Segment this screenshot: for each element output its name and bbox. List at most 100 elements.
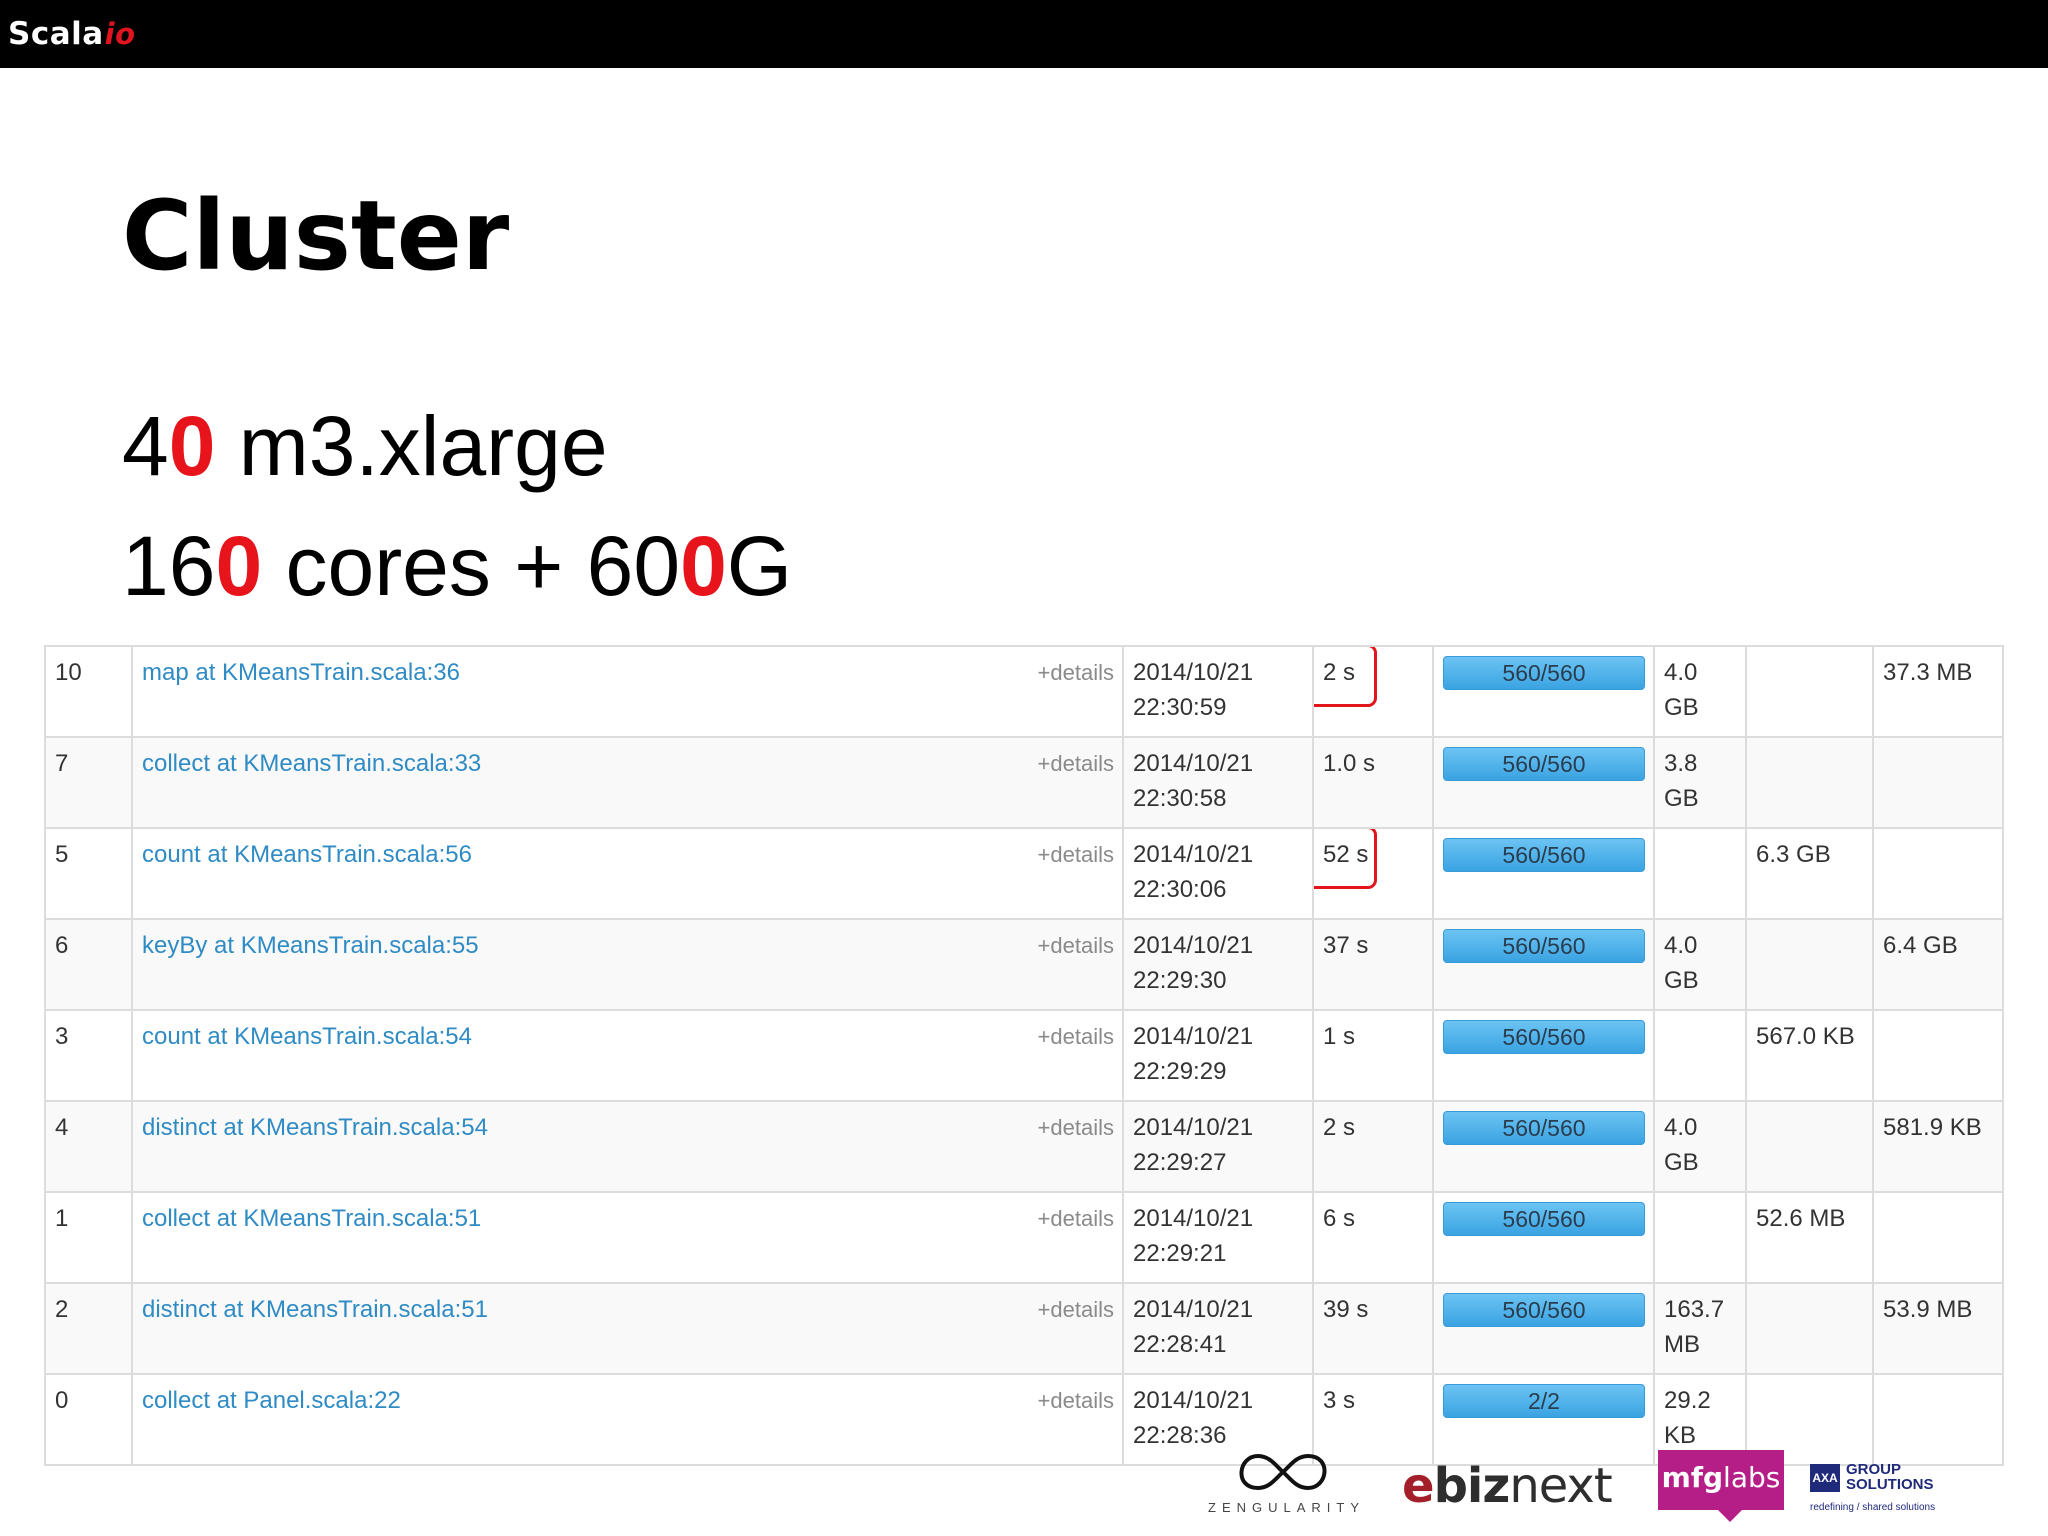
tasks-progress-bar: 560/560 bbox=[1443, 747, 1645, 781]
details-toggle[interactable]: +details bbox=[1037, 751, 1114, 776]
details-toggle[interactable]: +details bbox=[1037, 1024, 1114, 1049]
stage-description-cell: collect at Panel.scala:22 +details bbox=[131, 1373, 1124, 1466]
stage-description-cell: collect at KMeansTrain.scala:51 +details bbox=[131, 1191, 1124, 1284]
stage-description-link[interactable]: distinct at KMeansTrain.scala:51 bbox=[142, 1296, 488, 1323]
axa-group-solutions-logo: AXA GROUP SOLUTIONS redefining / shared … bbox=[1810, 1460, 1950, 1520]
duration-cell: 1 s bbox=[1312, 1009, 1434, 1102]
input-size bbox=[1653, 1009, 1747, 1102]
instances-line: 40 m3.xlarge bbox=[122, 398, 608, 494]
duration-cell: 52 s bbox=[1312, 827, 1434, 920]
slide-title: Cluster bbox=[122, 180, 510, 292]
instances-zero-red: 0 bbox=[168, 399, 216, 493]
tasks-cell: 560/560 bbox=[1432, 1009, 1655, 1102]
submitted-time: 22:29:30 bbox=[1133, 967, 1227, 994]
stage-id: 5 bbox=[44, 827, 133, 920]
stage-id: 6 bbox=[44, 918, 133, 1011]
shuffle-read bbox=[1745, 645, 1874, 738]
stage-description-link[interactable]: count at KMeansTrain.scala:54 bbox=[142, 1023, 472, 1050]
submitted-date: 2014/10/21 bbox=[1133, 1023, 1254, 1050]
tasks-cell: 560/560 bbox=[1432, 918, 1655, 1011]
table-row: 10 map at KMeansTrain.scala:36 +details 201… bbox=[44, 645, 2004, 738]
stage-description-link[interactable]: collect at Panel.scala:22 bbox=[142, 1387, 401, 1414]
tasks-progress-bar: 560/560 bbox=[1443, 1020, 1645, 1054]
duration-value: 2 s bbox=[1323, 1114, 1356, 1141]
details-toggle[interactable]: +details bbox=[1037, 1297, 1114, 1322]
shuffle-read bbox=[1745, 736, 1874, 829]
submitted-cell: 2014/10/21 22:30:06 bbox=[1122, 827, 1314, 920]
shuffle-write bbox=[1872, 736, 2004, 829]
tasks-cell: 560/560 bbox=[1432, 1282, 1655, 1375]
input-size bbox=[1653, 827, 1747, 920]
shuffle-read bbox=[1745, 1100, 1874, 1193]
shuffle-read bbox=[1745, 918, 1874, 1011]
ebiznext-logo: ebiznext bbox=[1402, 1458, 1613, 1514]
duration-cell: 1.0 s bbox=[1312, 736, 1434, 829]
tasks-progress-bar: 2/2 bbox=[1443, 1384, 1645, 1418]
shuffle-write bbox=[1872, 1373, 2004, 1466]
stage-description-link[interactable]: collect at KMeansTrain.scala:51 bbox=[142, 1205, 482, 1232]
instances-type: m3.xlarge bbox=[215, 399, 608, 493]
input-size: 3.8 GB bbox=[1653, 736, 1747, 829]
details-toggle[interactable]: +details bbox=[1037, 1115, 1114, 1140]
table-row: 5 count at KMeansTrain.scala:56 +details 20… bbox=[44, 827, 2004, 920]
shuffle-write: 6.4 GB bbox=[1872, 918, 2004, 1011]
duration-value: 6 s bbox=[1323, 1205, 1356, 1232]
details-toggle[interactable]: +details bbox=[1037, 660, 1114, 685]
details-toggle[interactable]: +details bbox=[1037, 1206, 1114, 1231]
stage-description-cell: distinct at KMeansTrain.scala:51 +details bbox=[131, 1282, 1124, 1375]
ebiznext-e: e bbox=[1402, 1458, 1435, 1514]
cores-zero-red: 0 bbox=[215, 519, 263, 613]
stage-description-link[interactable]: collect at KMeansTrain.scala:33 bbox=[142, 750, 482, 777]
stage-id: 7 bbox=[44, 736, 133, 829]
brand-text: Scala bbox=[8, 16, 104, 52]
table-row: 6 keyBy at KMeansTrain.scala:55 +details 20… bbox=[44, 918, 2004, 1011]
stage-description-link[interactable]: count at KMeansTrain.scala:56 bbox=[142, 841, 472, 868]
submitted-time: 22:29:27 bbox=[1133, 1149, 1227, 1176]
stage-description-link[interactable]: map at KMeansTrain.scala:36 bbox=[142, 659, 460, 686]
highlight-circle bbox=[1315, 648, 1377, 707]
stage-id: 2 bbox=[44, 1282, 133, 1375]
table-row: 1 collect at KMeansTrain.scala:51 +details… bbox=[44, 1191, 2004, 1284]
stage-id: 3 bbox=[44, 1009, 133, 1102]
sponsor-logos: ZENGULARITY ebiznext mfglabs AXA GROUP S… bbox=[1200, 1440, 1960, 1536]
stage-description-link[interactable]: keyBy at KMeansTrain.scala:55 bbox=[142, 932, 479, 959]
stage-description-cell: keyBy at KMeansTrain.scala:55 +details bbox=[131, 918, 1124, 1011]
submitted-time: 22:30:59 bbox=[1133, 694, 1227, 721]
cores-text: cores + 60 bbox=[262, 519, 681, 613]
shuffle-write: 581.9 KB bbox=[1872, 1100, 2004, 1193]
stage-id: 4 bbox=[44, 1100, 133, 1193]
zengularity-logo: ZENGULARITY bbox=[1208, 1448, 1359, 1528]
duration-cell: 6 s bbox=[1312, 1191, 1434, 1284]
tasks-progress-bar: 560/560 bbox=[1443, 1111, 1645, 1145]
duration-value: 52 s bbox=[1323, 841, 1369, 868]
stage-description-cell: distinct at KMeansTrain.scala:54 +details bbox=[131, 1100, 1124, 1193]
submitted-cell: 2014/10/21 22:29:30 bbox=[1122, 918, 1314, 1011]
duration-cell: 37 s bbox=[1312, 918, 1434, 1011]
table-row: 4 distinct at KMeansTrain.scala:54 +detail… bbox=[44, 1100, 2004, 1193]
details-toggle[interactable]: +details bbox=[1037, 1388, 1114, 1413]
scala-io-logo: Scala io bbox=[8, 12, 136, 56]
memory-unit: G bbox=[726, 519, 793, 613]
highlight-circle bbox=[1315, 830, 1377, 889]
input-size bbox=[1653, 1191, 1747, 1284]
stage-description-cell: count at KMeansTrain.scala:56 +details bbox=[131, 827, 1124, 920]
shuffle-write: 37.3 MB bbox=[1872, 645, 2004, 738]
ebiznext-next: next bbox=[1509, 1458, 1612, 1514]
stage-description-cell: collect at KMeansTrain.scala:33 +details bbox=[131, 736, 1124, 829]
tasks-cell: 560/560 bbox=[1432, 827, 1655, 920]
duration-cell: 39 s bbox=[1312, 1282, 1434, 1375]
details-toggle[interactable]: +details bbox=[1037, 842, 1114, 867]
submitted-time: 22:29:21 bbox=[1133, 1240, 1227, 1267]
mfglabs-logo: mfglabs bbox=[1658, 1450, 1784, 1522]
mfglabs-mfg: mfg bbox=[1661, 1461, 1724, 1494]
stage-id: 1 bbox=[44, 1191, 133, 1284]
submitted-cell: 2014/10/21 22:29:27 bbox=[1122, 1100, 1314, 1193]
input-size: 4.0 GB bbox=[1653, 645, 1747, 738]
stage-description-cell: map at KMeansTrain.scala:36 +details bbox=[131, 645, 1124, 738]
stage-description-link[interactable]: distinct at KMeansTrain.scala:54 bbox=[142, 1114, 488, 1141]
submitted-time: 22:28:36 bbox=[1133, 1422, 1227, 1449]
details-toggle[interactable]: +details bbox=[1037, 933, 1114, 958]
submitted-cell: 2014/10/21 22:30:59 bbox=[1122, 645, 1314, 738]
stage-id: 10 bbox=[44, 645, 133, 738]
tasks-cell: 560/560 bbox=[1432, 736, 1655, 829]
